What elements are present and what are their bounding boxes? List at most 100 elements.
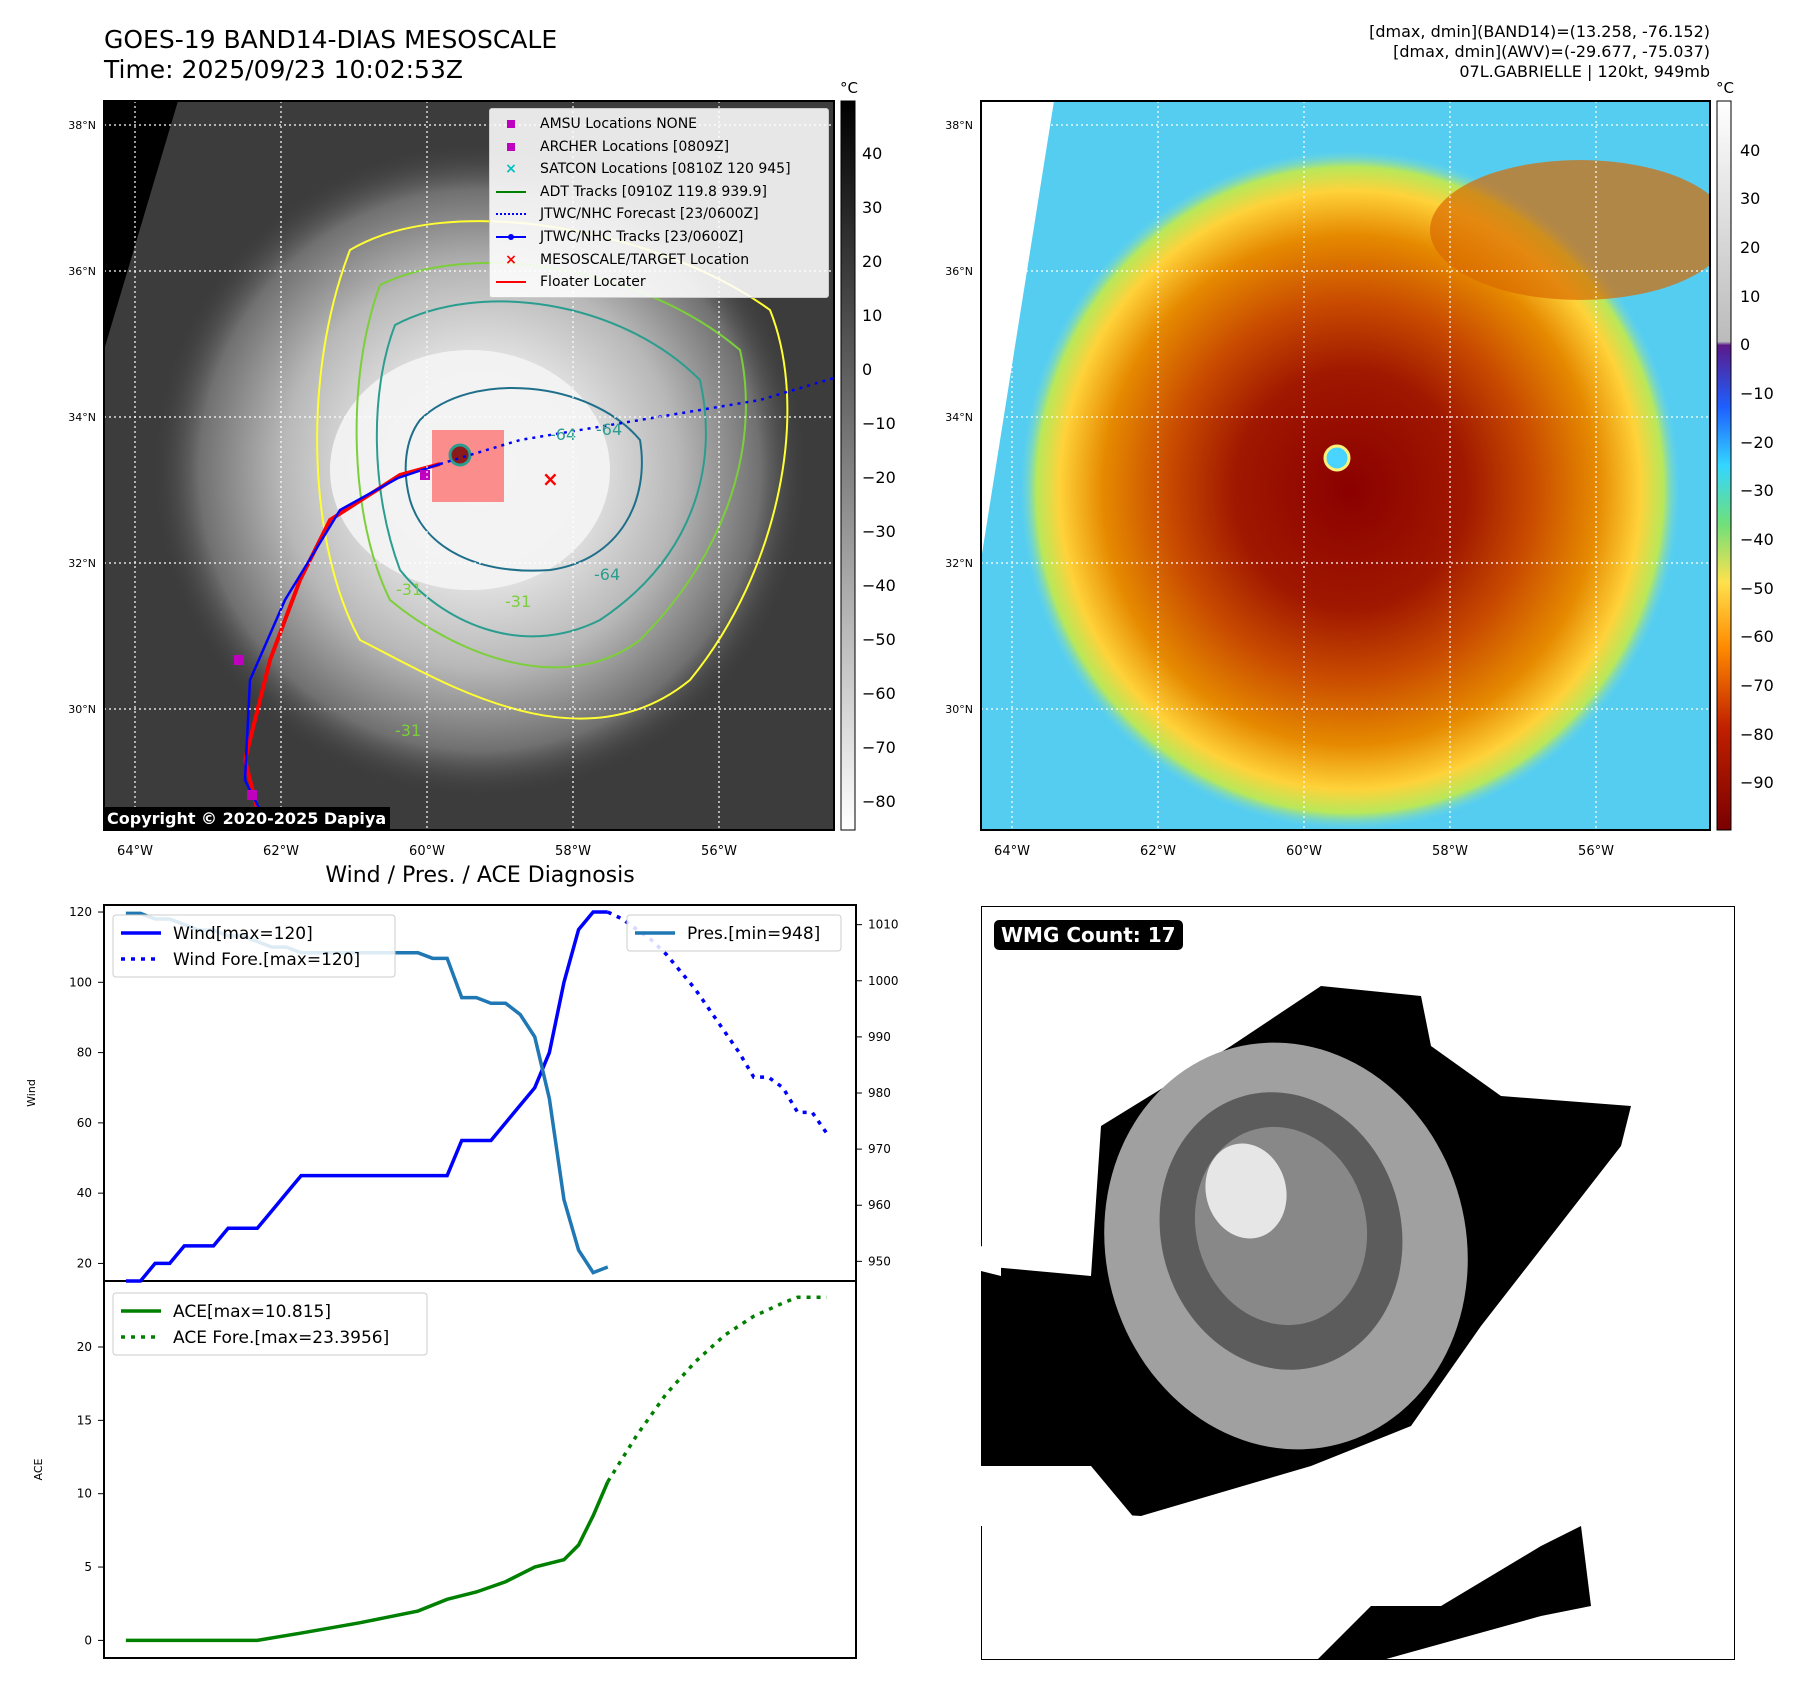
ace-tick-label: 20 xyxy=(77,1340,92,1354)
ace-forecast-line xyxy=(606,1295,827,1483)
svg-text:64°W: 64°W xyxy=(117,844,153,859)
wmg-eye xyxy=(1205,1143,1287,1239)
lon-axis-right: 64°W 62°W 60°W 58°W 56°W xyxy=(994,844,1614,859)
svg-text:−60: −60 xyxy=(862,684,896,703)
svg-text:−50: −50 xyxy=(1740,579,1774,598)
svg-text:−40: −40 xyxy=(1740,530,1774,549)
ace-tick-label: 10 xyxy=(77,1487,92,1501)
legend-entry: ARCHER Locations [0809Z] xyxy=(496,136,822,159)
svg-text:20: 20 xyxy=(1740,238,1760,257)
storm-cold-tops xyxy=(1020,150,1680,830)
svg-text:62°W: 62°W xyxy=(263,844,299,859)
no-data-wedge xyxy=(104,101,178,350)
diagnosis-chart: 20 40 60 80 100 120 950 960 970 980 990 1000 1010 0 5 1… xyxy=(25,904,899,1659)
info-band14: [dmax, dmin](BAND14)=(13.258, -76.152) xyxy=(1369,22,1710,41)
colorbar-unit: °C xyxy=(840,80,858,97)
svg-text:32°N: 32°N xyxy=(945,557,973,570)
legend-label: Wind[max=120] xyxy=(173,924,313,944)
map-gridlines xyxy=(981,101,1710,830)
chart-legend-frame xyxy=(112,1292,428,1356)
floater-box xyxy=(432,430,504,502)
chart-legend: Pres.[min=948] xyxy=(626,914,842,952)
svg-text:30°N: 30°N xyxy=(68,703,96,716)
svg-text:−80: −80 xyxy=(862,792,896,811)
legend-symbol-icon: × xyxy=(505,251,517,268)
legend-label: ACE Fore.[max=23.3956] xyxy=(173,1328,389,1348)
svg-text:−40: −40 xyxy=(862,576,896,595)
pressure-tick-label: 960 xyxy=(868,1198,891,1212)
svg-text:10: 10 xyxy=(1740,287,1760,306)
svg-text:−20: −20 xyxy=(862,468,896,487)
chart-legend: ACE[max=10.815] ACE Fore.[max=23.3956] xyxy=(112,1292,428,1356)
legend-entry: × MESOSCALE/TARGET Location xyxy=(496,249,822,272)
legend-label: Wind Fore.[max=120] xyxy=(173,950,360,970)
pressure-tick-label: 950 xyxy=(868,1254,891,1268)
wmg-white-patch xyxy=(981,1246,1001,1276)
ace-tick-label: 15 xyxy=(77,1413,92,1427)
target-marker: × xyxy=(542,467,559,491)
storm-eye xyxy=(1323,444,1351,472)
grayscale-colorbar-ticks: 40 30 20 10 0 −10 −20 −30 −40 −50 −60 −7… xyxy=(862,144,896,811)
chart-legend: Wind[max=120] Wind Fore.[max=120] xyxy=(112,914,396,978)
jtwc-track xyxy=(243,462,441,830)
contour-label: -31 xyxy=(396,580,422,599)
svg-text:−50: −50 xyxy=(862,630,896,649)
svg-text:60°W: 60°W xyxy=(409,844,445,859)
svg-text:36°N: 36°N xyxy=(945,265,973,278)
wind-line xyxy=(125,910,608,1283)
svg-text:38°N: 38°N xyxy=(945,119,973,132)
jtwc-forecast xyxy=(439,376,834,466)
pressure-tick-label: 980 xyxy=(868,1086,891,1100)
svg-text:58°W: 58°W xyxy=(555,844,591,859)
svg-text:−30: −30 xyxy=(1740,481,1774,500)
map-legend: AMSU Locations NONE ARCHER Locations [080… xyxy=(489,108,829,298)
info-awv: [dmax, dmin](AWV)=(-29.677, -75.037) xyxy=(1393,42,1710,61)
svg-text:−70: −70 xyxy=(862,738,896,757)
svg-text:−90: −90 xyxy=(1740,773,1774,792)
svg-text:64°W: 64°W xyxy=(994,844,1030,859)
figure-time: Time: 2025/09/23 10:02:53Z xyxy=(104,55,463,84)
svg-text:10: 10 xyxy=(862,306,882,325)
diagnosis-title: Wind / Pres. / ACE Diagnosis xyxy=(325,863,635,888)
legend-entry: AMSU Locations NONE xyxy=(496,113,822,136)
ace-axis-label: ACE xyxy=(32,1458,45,1480)
legend-label: Pres.[min=948] xyxy=(687,924,820,944)
wind-tick-label: 20 xyxy=(77,1256,92,1270)
copyright-badge: Copyright © 2020-2025 Dapiya xyxy=(103,807,391,830)
legend-symbol-icon xyxy=(496,113,526,136)
contour-blue xyxy=(404,387,643,572)
svg-text:20: 20 xyxy=(862,252,882,271)
svg-text:56°W: 56°W xyxy=(1578,844,1614,859)
svg-text:−60: −60 xyxy=(1740,627,1774,646)
info-storm: 07L.GABRIELLE | 120kt, 949mb xyxy=(1459,62,1710,81)
legend-symbol-icon xyxy=(496,203,526,226)
ace-line xyxy=(125,1481,610,1643)
color-map-panel: 38°N 36°N 34°N 32°N 30°N 64°W 62°W 60°W … xyxy=(945,80,1774,859)
wmg-pattern xyxy=(981,986,1631,1660)
legend-label: ARCHER Locations [0809Z] xyxy=(540,138,730,155)
legend-label: ACE[max=10.815] xyxy=(173,1302,331,1322)
svg-text:58°W: 58°W xyxy=(1432,844,1468,859)
contour-label: -31 xyxy=(395,721,421,740)
wmg-count-badge: WMG Count: 17 xyxy=(994,920,1183,950)
svg-text:−10: −10 xyxy=(862,414,896,433)
wind-tick-label: 100 xyxy=(69,975,92,989)
svg-text:34°N: 34°N xyxy=(68,411,96,424)
legend-entry: ADT Tracks [0910Z 119.8 939.9] xyxy=(496,181,822,204)
svg-text:−10: −10 xyxy=(1740,384,1774,403)
wind-tick-label: 40 xyxy=(77,1186,92,1200)
legend-label: SATCON Locations [0810Z 120 945] xyxy=(540,161,791,178)
figure-title: GOES-19 BAND14-DIAS MESOSCALE xyxy=(104,25,558,54)
grayscale-colorbar xyxy=(840,100,856,831)
contour-label: -64 xyxy=(596,420,622,439)
svg-text:0: 0 xyxy=(862,360,872,379)
archer-marker xyxy=(234,655,244,665)
archer-marker xyxy=(420,470,430,480)
legend-symbol-icon: × xyxy=(505,161,517,178)
svg-text:34°N: 34°N xyxy=(945,411,973,424)
svg-text:38°N: 38°N xyxy=(68,119,96,132)
legend-symbol-icon xyxy=(496,271,526,294)
lat-axis-right: 38°N 36°N 34°N 32°N 30°N xyxy=(945,119,973,716)
contour-label: -31 xyxy=(505,592,531,611)
svg-text:40: 40 xyxy=(1740,141,1760,160)
